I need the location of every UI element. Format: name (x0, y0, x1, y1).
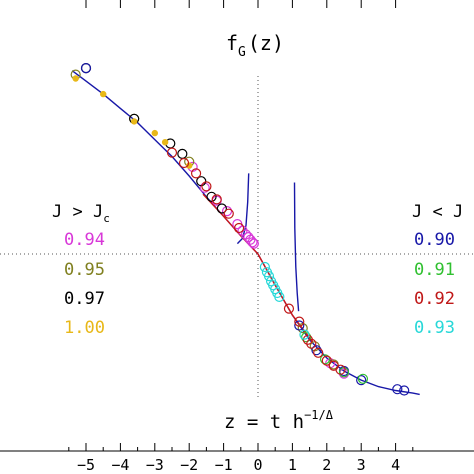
x-tick-label: 4 (391, 456, 400, 474)
data-point (72, 75, 79, 82)
x-tick-label: −4 (111, 456, 129, 474)
legend-right-entry: 0.90 (414, 230, 455, 250)
x-axis-label: z = t h−1/Δ (224, 408, 334, 433)
x-tick-labels: −5 −4 −3 −2 −1 0 1 2 3 4 (77, 456, 400, 474)
curve-line (236, 173, 250, 245)
data-point (223, 208, 234, 219)
legend-right-entry: 0.91 (414, 260, 455, 280)
data-point (299, 329, 310, 340)
legend-left-entry: 0.95 (64, 260, 105, 280)
legend-right: J < J 0.90 0.91 0.92 0.93 (412, 202, 463, 338)
data-point (248, 238, 259, 249)
legend-right-entry: 0.92 (414, 289, 455, 309)
x-tick-marks (68, 0, 414, 451)
data-point (190, 168, 202, 179)
data-point (211, 194, 222, 205)
data-point (335, 364, 346, 375)
x-tick-label: −2 (180, 456, 198, 474)
y-axis-label: fG (z) (226, 31, 284, 60)
fg-argument: (z) (248, 31, 284, 55)
data-point (206, 191, 217, 202)
curve-line (202, 193, 314, 343)
data-point (294, 316, 305, 327)
x-tick-label: −5 (77, 456, 95, 474)
legend-left-entry: 1.00 (64, 318, 105, 338)
z-exponent: −1/Δ (304, 408, 334, 422)
legend-right-entry: 0.93 (414, 318, 455, 338)
x-tick-label: 1 (288, 456, 297, 474)
data-point (306, 338, 317, 349)
data-point (178, 157, 190, 169)
data-point (199, 182, 210, 193)
data-point (356, 375, 367, 386)
x-tick-label: −3 (146, 456, 164, 474)
data-point (100, 90, 107, 98)
points-group (70, 62, 410, 396)
legend-left: J > Jc 0.94 0.95 0.97 1.00 (52, 202, 110, 338)
data-point (274, 291, 285, 302)
data-point (313, 347, 324, 358)
data-point (399, 385, 410, 396)
data-point (357, 373, 369, 384)
data-point (216, 203, 227, 214)
data-point (263, 271, 275, 282)
data-point (247, 237, 258, 248)
data-point (151, 129, 158, 137)
x-tick-label: 0 (253, 456, 262, 474)
x-tick-label: 2 (322, 456, 331, 474)
fg-base: f (226, 31, 238, 55)
fg-subscript: G (238, 45, 246, 60)
data-point (161, 139, 169, 146)
data-point (294, 320, 305, 331)
legend-left-entry: 0.97 (64, 289, 105, 309)
data-point (321, 355, 332, 366)
data-point (201, 181, 212, 192)
legend-left-header-sub: c (103, 212, 110, 225)
data-point (392, 384, 403, 395)
legend-right-header: J < J (412, 202, 463, 222)
curve-line (293, 182, 300, 312)
data-point (221, 206, 233, 217)
z-equation: z = t h (224, 411, 304, 433)
data-point (186, 162, 193, 169)
data-point (166, 147, 178, 158)
x-tick-label: −1 (215, 456, 233, 474)
data-point (259, 261, 270, 273)
legend-left-entry: 0.94 (64, 230, 105, 250)
data-point (301, 332, 312, 343)
data-point (311, 345, 322, 356)
data-point (80, 62, 92, 74)
data-point (319, 354, 331, 365)
data-point (283, 303, 295, 314)
data-point (233, 222, 245, 234)
data-point (297, 323, 308, 334)
data-point (338, 367, 350, 378)
data-point (130, 118, 138, 125)
data-point (196, 176, 207, 187)
legend-left-header: J > Jc (52, 202, 110, 225)
legend-left-header-text: J > J (52, 202, 103, 222)
x-tick-label: 3 (357, 456, 366, 474)
